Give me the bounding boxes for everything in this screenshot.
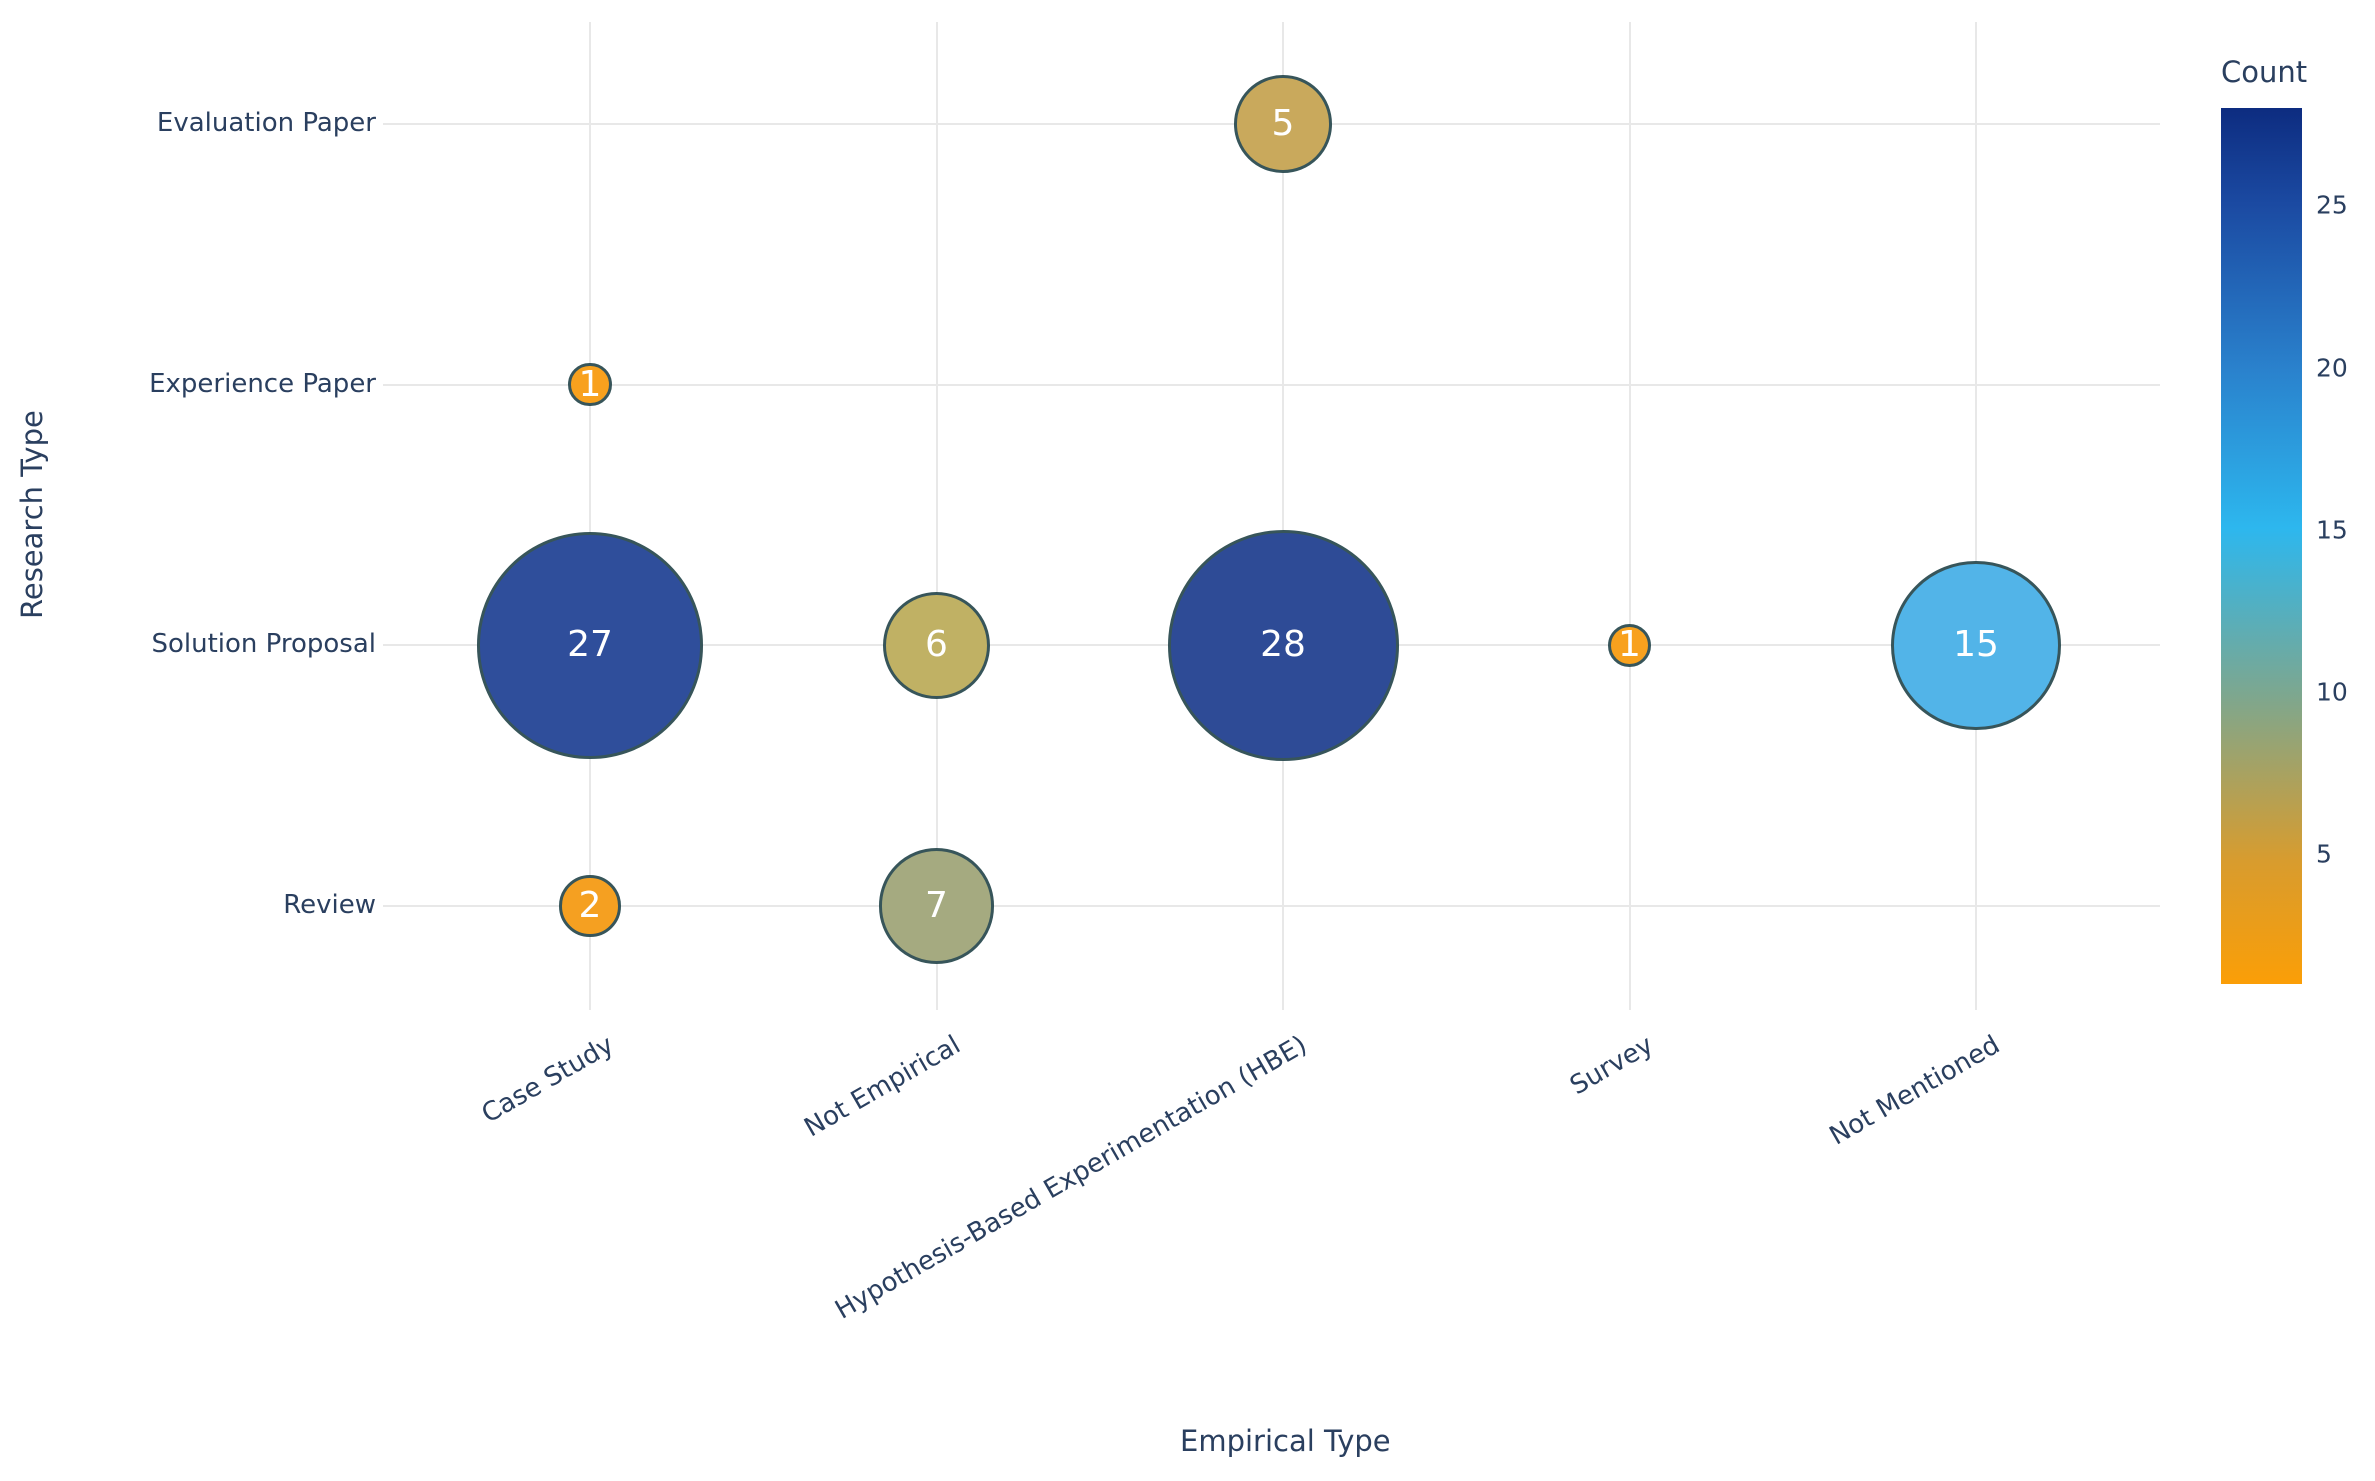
bubble-count-label: 7: [925, 885, 948, 926]
x-gridline: [1282, 22, 1284, 1010]
x-tick-label: Not Mentioned: [1824, 1030, 2005, 1152]
colorbar-tick-label: 5: [2316, 839, 2332, 869]
y-tick-label: Solution Proposal: [151, 629, 376, 660]
colorbar-title: Count: [2221, 55, 2308, 89]
y-gridline: [383, 383, 2160, 386]
bubble-count-label: 1: [1618, 624, 1641, 666]
bubble-marker[interactable]: 2: [559, 875, 621, 937]
y-gridline: [383, 905, 2160, 907]
y-tick-label: Review: [283, 889, 376, 920]
y-tick-label: Experience Paper: [149, 368, 376, 399]
bubble-count-label: 1: [578, 363, 602, 405]
x-axis-title: Empirical Type: [1180, 1424, 1391, 1458]
bubble-marker[interactable]: 28: [1167, 529, 1399, 761]
x-tick-label: Survey: [1565, 1030, 1659, 1102]
bubble-count-label: 6: [925, 624, 948, 666]
x-tick-label: Case Study: [476, 1030, 619, 1130]
bubble-marker[interactable]: 5: [1234, 75, 1332, 173]
bubble-marker[interactable]: 7: [878, 848, 995, 964]
bubble-marker[interactable]: 1: [568, 362, 612, 407]
colorbar-tick-label: 25: [2316, 190, 2348, 220]
bubble-marker[interactable]: 27: [476, 531, 704, 759]
bubble-count-label: 28: [1260, 624, 1306, 666]
bubble-count-label: 2: [578, 885, 602, 926]
x-gridline: [589, 22, 591, 1010]
x-gridline: [935, 22, 938, 1010]
bubble-count-label: 27: [567, 624, 613, 666]
bubble-marker[interactable]: 1: [1607, 623, 1652, 668]
bubble-count-label: 15: [1953, 624, 1999, 666]
bubble-marker[interactable]: 15: [1891, 560, 2061, 730]
x-gridline: [1628, 22, 1631, 1010]
colorbar-tick-label: 15: [2316, 515, 2348, 545]
colorbar-tick-label: 10: [2316, 677, 2348, 707]
colorbar-gradient: [2221, 108, 2302, 984]
x-tick-label: Not Empirical: [799, 1030, 966, 1144]
colorbar-tick-label: 20: [2316, 353, 2348, 383]
y-tick-label: Evaluation Paper: [156, 107, 376, 138]
bubble-marker[interactable]: 6: [883, 591, 990, 699]
y-axis-title: Research Type: [15, 410, 49, 619]
x-gridline: [1975, 22, 1977, 1010]
bubble-count-label: 5: [1271, 102, 1295, 144]
